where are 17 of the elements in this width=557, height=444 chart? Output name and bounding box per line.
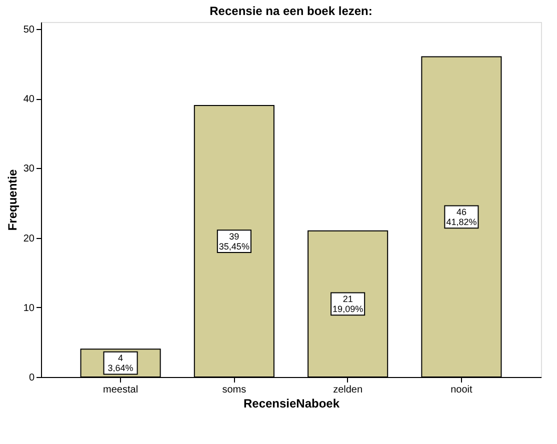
x-tick-label: nooit (450, 384, 473, 396)
data-label: 21 19,09% (332, 294, 364, 314)
y-tick-label: 50 (23, 24, 35, 36)
y-tick-label: 0 (28, 372, 35, 384)
y-tick-label: 30 (23, 164, 35, 175)
data-label: 39 35,45% (218, 231, 250, 252)
data-label: 4 3,64% (108, 353, 134, 374)
y-axis-title: Frequentie (5, 169, 20, 231)
x-tick-label: zelden (333, 384, 363, 396)
data-label: 46 41,82% (446, 206, 477, 227)
x-tick-label: soms (222, 384, 246, 396)
x-axis-title: RecensieNaboek (243, 396, 340, 410)
chart-title: Recensie na een boek lezen: (210, 4, 372, 18)
y-tick-label: 40 (23, 94, 35, 106)
y-tick-label: 20 (23, 233, 35, 244)
x-tick-label: meestal (103, 384, 138, 396)
y-tick-label: 10 (23, 302, 35, 314)
